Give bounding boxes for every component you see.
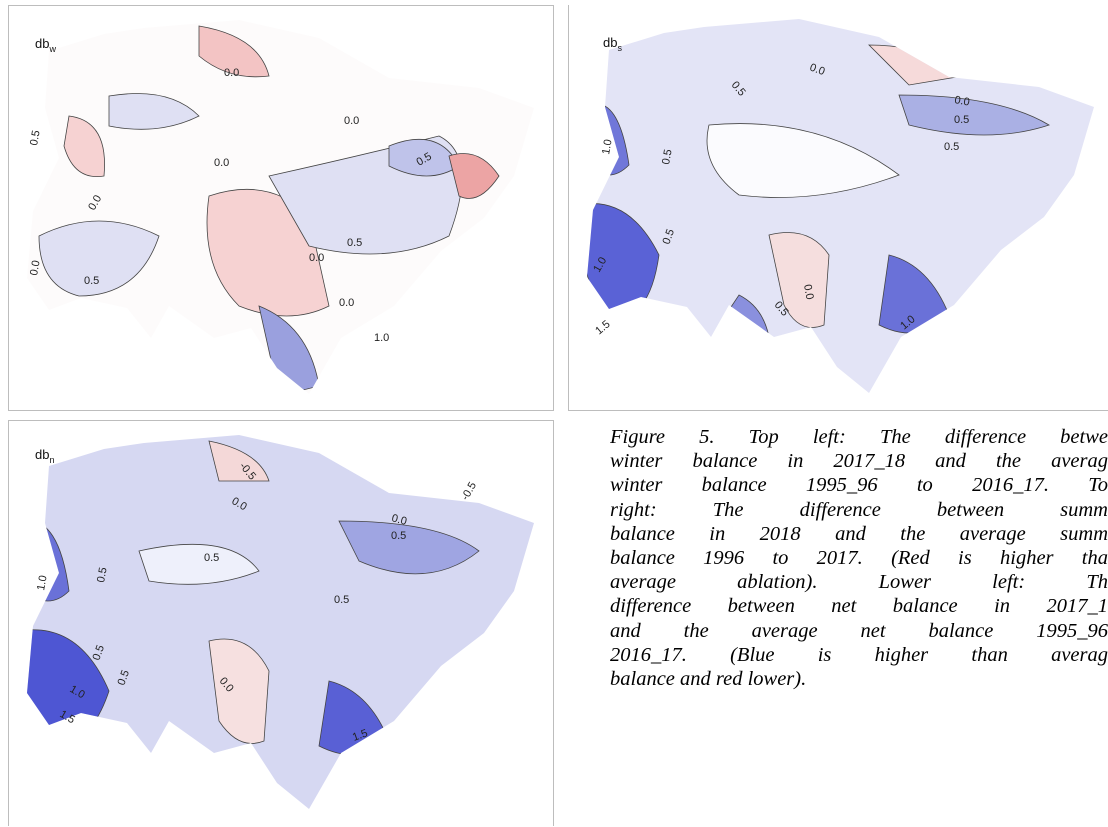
contour-label: 1.0 — [374, 332, 389, 344]
contour-label: 0.0 — [339, 297, 354, 309]
map-shape: s — [617, 43, 622, 53]
contour-label: 0.5 — [944, 141, 959, 153]
map-shape — [108, 93, 200, 130]
caption-line: balance 1996 to 2017. (Red is higher tha — [610, 547, 1108, 570]
map-shape: db — [603, 35, 617, 50]
map-shape — [768, 232, 830, 328]
contour-label: 0.0 — [808, 62, 826, 79]
contour-label: 0.5 — [84, 275, 99, 287]
contour-label: 0.0 — [344, 115, 359, 127]
map-shape — [587, 19, 1094, 393]
panel-label: dbn — [35, 447, 54, 465]
map-shape — [208, 638, 270, 744]
map-shape — [338, 520, 480, 575]
contour-label: 0.5 — [28, 129, 42, 146]
panel-summer: dbs 0.0 0.5 0.0 0.5 0.5 1.0 0.5 1.0 0.0 … — [568, 5, 1108, 411]
contour-label: 1.5 — [593, 318, 612, 337]
contour-label: 0.5 — [391, 530, 406, 542]
map: dbs 0.0 0.5 0.0 0.5 0.5 1.0 0.5 1.0 0.0 … — [587, 19, 1094, 393]
map-shape — [138, 543, 260, 585]
panel-label: dbs — [603, 35, 622, 53]
contour-label: 0.5 — [347, 237, 362, 249]
caption-line: 2016_17. (Blue is higher than averag — [610, 643, 1108, 666]
contour-label: 0.0 — [953, 94, 970, 108]
caption-line: winter balance 1995_96 to 2016_17. To — [610, 474, 1108, 497]
contour-label: 0.0 — [309, 252, 324, 264]
caption: Figure 5. Top left: The difference betwe… — [610, 425, 1108, 691]
caption-line: and the average net balance 1995_96 — [610, 619, 1108, 642]
contour-label: 1.5 — [351, 727, 369, 744]
panel-net: dbn -0.5 0.0 0.0 0.5 -0.5 0.5 1.0 0.5 0.… — [8, 420, 554, 826]
contour-label: 0.0 — [214, 157, 229, 169]
contour-label: -0.5 — [459, 480, 479, 502]
panel-winter: dbw 0.0 0.0 0.5 0.0 0.0 0.5 0.0 0.5 0.0 … — [8, 5, 554, 411]
map-shape — [63, 115, 105, 178]
contour-label: 0.0 — [224, 67, 239, 79]
map-shape — [208, 440, 270, 482]
contour-label: 0.5 — [334, 594, 349, 606]
map-shape — [448, 153, 500, 199]
contour-label: 0.5 — [954, 114, 969, 126]
map-shape — [27, 435, 534, 809]
map-shape — [27, 435, 534, 809]
map-shape — [587, 19, 1094, 393]
caption-line: balance in 2018 and the average summ — [610, 522, 1108, 545]
map-shape: w — [48, 44, 56, 54]
contour-label: 1.0 — [600, 138, 614, 155]
caption-line: right: The difference between summ — [610, 498, 1108, 521]
contour-label: 0.5 — [91, 644, 108, 662]
map-shape: n — [49, 455, 54, 465]
map-shape — [38, 220, 160, 297]
map-shape — [898, 94, 1050, 136]
map-shape — [706, 123, 900, 198]
contour-label: 0.5 — [661, 228, 678, 246]
contour-label: 0.5 — [116, 669, 133, 687]
caption-line: Figure 5. Top left: The difference betwe — [610, 426, 1108, 448]
map: dbn -0.5 0.0 0.0 0.5 -0.5 0.5 1.0 0.5 0.… — [27, 435, 534, 809]
contour-label: 0.0 — [390, 512, 408, 528]
map: dbw 0.0 0.0 0.5 0.0 0.0 0.5 0.0 0.5 0.0 … — [27, 20, 534, 394]
contour-label: 1.0 — [35, 574, 49, 591]
contour-label: 0.0 — [801, 283, 815, 300]
contour-label: 0.5 — [660, 148, 674, 165]
contour-label: 0.0 — [28, 259, 42, 276]
contour-label: 0.5 — [204, 552, 219, 564]
map-shape: db — [35, 447, 49, 462]
map-shape: db — [35, 36, 49, 51]
caption-line: balance and red lower). — [610, 668, 807, 691]
caption-line: winter balance in 2017_18 and the averag — [610, 450, 1108, 473]
contour-label: 0.5 — [95, 566, 109, 583]
caption-line: average ablation). Lower left: Th — [610, 571, 1108, 594]
panel-label: dbw — [35, 36, 56, 54]
caption-line: difference between net balance in 2017_1 — [610, 595, 1108, 618]
map-shape — [198, 25, 270, 78]
